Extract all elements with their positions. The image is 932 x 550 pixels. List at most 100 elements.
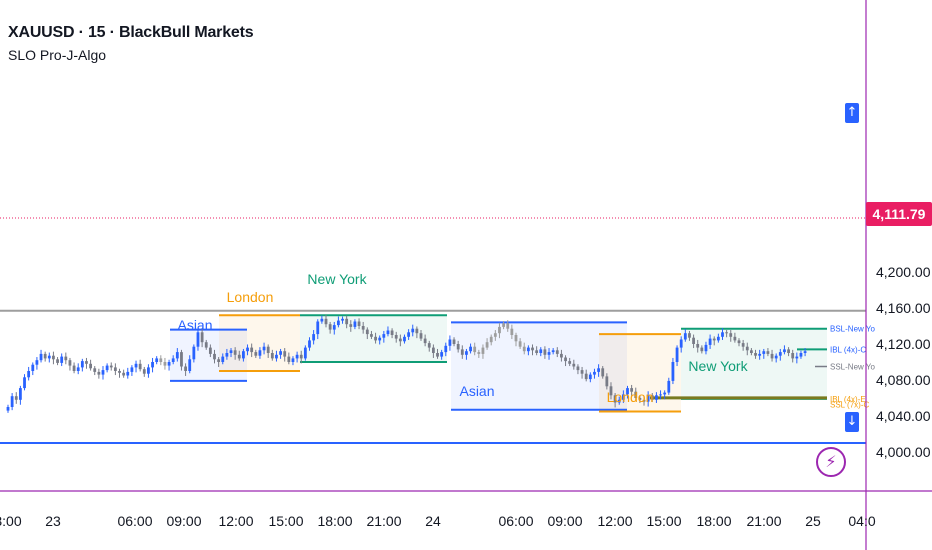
level-label: IBL (4x)-E	[830, 395, 866, 404]
candle-body	[456, 344, 460, 350]
candle-body	[634, 391, 638, 398]
candle-body	[576, 366, 580, 371]
candle-body	[712, 338, 716, 341]
candle-body	[320, 318, 324, 322]
candle-body	[56, 359, 59, 363]
candle-body	[427, 343, 431, 348]
candle-body	[175, 352, 179, 359]
candle-body	[613, 395, 617, 403]
scroll-up-arrow-icon[interactable]: ↑	[845, 103, 859, 123]
candle-body	[312, 334, 316, 341]
candle-body	[465, 351, 468, 355]
candle-body	[514, 335, 518, 342]
candle-body	[221, 356, 225, 362]
candle-body	[498, 326, 501, 334]
candle-body	[122, 372, 126, 376]
candle-body	[72, 365, 76, 371]
candle-body	[564, 357, 567, 362]
candle-body	[52, 355, 55, 360]
candle-body	[118, 371, 121, 373]
candle-body	[745, 346, 749, 351]
candle-body	[374, 336, 377, 341]
candle-body	[89, 363, 92, 369]
candle-body	[85, 361, 88, 364]
candle-body	[431, 347, 435, 353]
session-label: Asian	[459, 383, 494, 399]
candle-body	[14, 396, 18, 400]
candle-body	[481, 347, 485, 354]
session-box	[219, 315, 300, 371]
session-box	[681, 328, 827, 399]
candle-body	[398, 338, 402, 342]
candle-body	[411, 328, 415, 333]
candle-body	[217, 359, 221, 362]
candle-body	[229, 350, 233, 353]
x-tick-label: 18:00	[696, 513, 731, 529]
candle-body	[655, 395, 658, 400]
time-axis[interactable]: 3:00 23 06:00 09:00 12:00 15:00 18:00 21:00 24 06…	[0, 513, 876, 529]
candle-body	[469, 346, 472, 352]
session-box	[451, 322, 627, 410]
candle-body	[341, 318, 344, 321]
candle-body	[419, 333, 423, 339]
candle-body	[47, 355, 51, 359]
candle-body	[254, 352, 258, 356]
candle-body	[605, 376, 609, 387]
candle-body	[60, 356, 64, 363]
price-axis[interactable]: 4,000.00 4,040.00 4,080.00 4,120.00 4,160.00…	[876, 264, 931, 460]
candle-body	[109, 365, 113, 368]
candle-body	[795, 356, 799, 359]
y-tick-label: 4,080.00	[876, 372, 931, 388]
candle-body	[774, 355, 778, 359]
candle-body	[332, 325, 336, 330]
candle-body	[208, 347, 212, 354]
candle-body	[704, 344, 708, 352]
candle-body	[555, 350, 559, 354]
level-label: BSL-New Yo	[830, 325, 875, 334]
lightning-bolt-icon[interactable]: ⚡	[816, 447, 846, 477]
candle-body	[663, 392, 667, 395]
candle-body	[531, 347, 534, 351]
candle-body	[370, 334, 373, 337]
candle-body	[460, 349, 464, 355]
candle-body	[750, 350, 753, 353]
x-tick-label: 23	[45, 513, 61, 529]
candle-body	[382, 334, 386, 338]
candle-body	[650, 395, 654, 400]
candle-body	[250, 347, 254, 353]
candle-body	[184, 366, 187, 371]
candle-body	[386, 330, 390, 335]
candle-body	[167, 362, 171, 366]
scroll-down-arrow-icon[interactable]: ↓	[845, 412, 859, 432]
candle-body	[708, 338, 712, 345]
candle-body	[667, 380, 671, 393]
candle-body	[444, 345, 448, 353]
symbol-title[interactable]: XAUUSD · 15 · BlackBull Markets	[8, 24, 254, 41]
candle-body	[572, 363, 576, 367]
candle-body	[729, 333, 733, 337]
candle-body	[423, 338, 427, 344]
candle-body	[138, 363, 142, 370]
x-tick-label: 12:00	[597, 513, 632, 529]
indicator-name[interactable]: SLO Pro-J-Algo	[8, 47, 107, 63]
candle-body	[621, 394, 625, 400]
candle-body	[584, 373, 588, 380]
x-tick-label: 24	[425, 513, 441, 529]
candle-body	[601, 368, 605, 377]
candle-body	[551, 350, 555, 353]
candle-body	[134, 363, 138, 368]
candle-body	[101, 370, 105, 375]
last-price-value: 4,111.79	[873, 206, 926, 222]
candle-body	[799, 353, 803, 357]
candle-body	[683, 333, 687, 340]
session-lines	[170, 314, 827, 413]
candle-body	[328, 324, 332, 330]
candle-body	[609, 386, 613, 396]
candle-body	[568, 361, 572, 364]
candle-body	[262, 346, 266, 351]
session-label: London	[227, 289, 274, 305]
candle-body	[440, 352, 444, 357]
candle-body	[580, 370, 584, 374]
candle-body	[696, 344, 700, 348]
